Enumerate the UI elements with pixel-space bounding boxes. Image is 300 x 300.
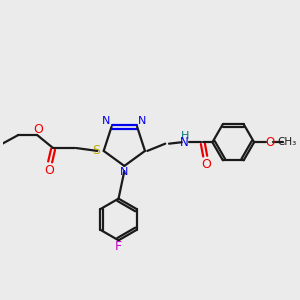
Text: F: F <box>115 240 122 253</box>
Text: N: N <box>102 116 111 126</box>
Text: N: N <box>180 136 189 149</box>
Text: N: N <box>138 116 146 126</box>
Text: O: O <box>33 123 43 136</box>
Text: O: O <box>201 158 211 171</box>
Text: H: H <box>180 131 189 141</box>
Text: O: O <box>266 136 274 149</box>
Text: O: O <box>45 164 55 176</box>
Text: N: N <box>120 167 128 177</box>
Text: S: S <box>92 144 101 157</box>
Text: CH₃: CH₃ <box>278 137 297 147</box>
